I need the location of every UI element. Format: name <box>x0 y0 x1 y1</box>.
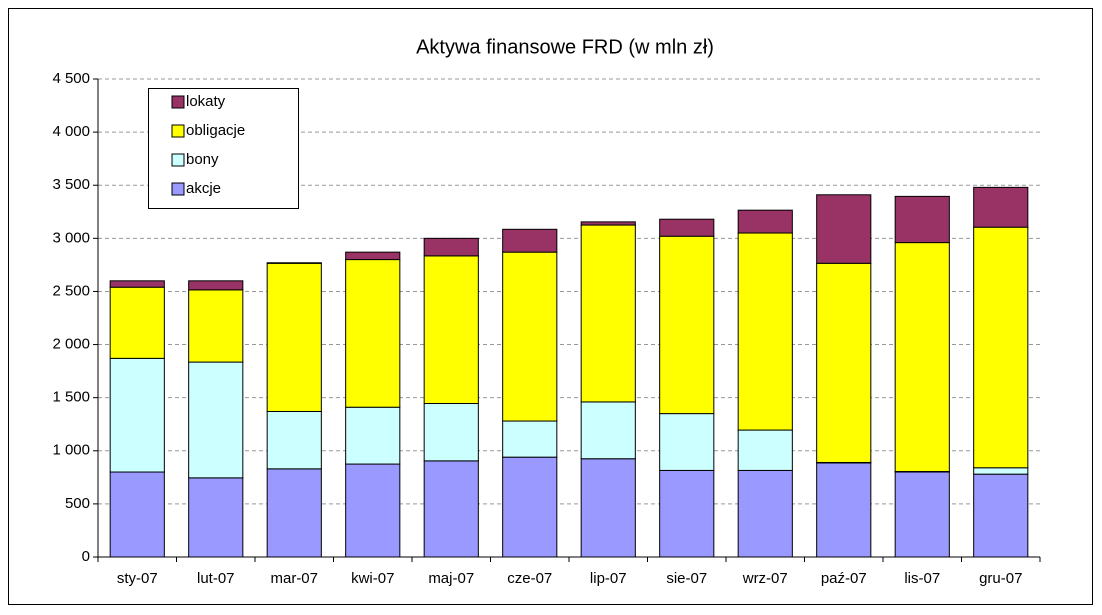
bar-segment <box>659 413 715 471</box>
bar-segment <box>502 228 558 253</box>
bar-segment <box>973 226 1029 469</box>
bar-segment <box>580 458 636 558</box>
bar-segment <box>973 473 1029 558</box>
bar-segment <box>580 221 636 226</box>
bar-segment <box>894 471 950 558</box>
bar-segment <box>580 401 636 460</box>
y-tick-label: 2 000 <box>52 336 90 353</box>
y-tick-label: 500 <box>65 495 90 512</box>
bar-segment <box>894 195 950 244</box>
bar-segment <box>737 429 793 471</box>
y-tick-label: 2 500 <box>52 282 90 299</box>
y-tick-label: 4 500 <box>52 70 90 87</box>
legend-label: lokaty <box>186 93 226 110</box>
bar-segment <box>345 463 401 558</box>
legend-swatch <box>171 153 185 167</box>
bar-segment <box>109 280 165 288</box>
x-tick-label: sty-07 <box>117 570 158 587</box>
bar-segment <box>737 232 793 431</box>
bar-segment <box>266 410 322 470</box>
bar-segment <box>345 251 401 261</box>
bar-segment <box>188 280 244 291</box>
legend-label: bony <box>186 151 219 168</box>
x-tick-label: lut-07 <box>197 570 235 587</box>
x-tick-label: maj-07 <box>428 570 474 587</box>
bar-segment <box>659 218 715 237</box>
legend-label: akcje <box>186 180 221 197</box>
legend-swatch <box>171 124 185 138</box>
bar-segment <box>423 255 479 405</box>
x-tick-label: wrz-07 <box>742 570 788 587</box>
x-tick-label: sie-07 <box>666 570 707 587</box>
legend-swatch <box>171 95 185 109</box>
bar-segment <box>188 289 244 363</box>
bar-segment <box>973 186 1029 228</box>
bar-segment <box>580 224 636 403</box>
bar-segment <box>423 460 479 558</box>
bar-segment <box>816 462 872 558</box>
bar-segment <box>502 420 558 458</box>
bar-segment <box>973 467 1029 475</box>
legend-label: obligacje <box>186 122 245 139</box>
bar-segment <box>345 406 401 465</box>
bar-segment <box>188 361 244 479</box>
x-tick-label: cze-07 <box>507 570 552 587</box>
legend-swatch <box>171 182 185 196</box>
bar-segment <box>266 262 322 412</box>
bar-segment <box>423 403 479 462</box>
x-tick-label: mar-07 <box>270 570 318 587</box>
bar-segment <box>894 242 950 472</box>
x-tick-label: lip-07 <box>590 570 627 587</box>
y-tick-label: 4 000 <box>52 123 90 140</box>
bar-segment <box>266 468 322 558</box>
y-tick-label: 3 000 <box>52 229 90 246</box>
bar-segment <box>109 471 165 558</box>
bar-segment <box>737 469 793 558</box>
bar-segment <box>502 456 558 558</box>
bar-segment <box>345 259 401 408</box>
x-tick-label: lis-07 <box>904 570 940 587</box>
bar-segment <box>266 262 322 264</box>
bar-segment <box>109 357 165 473</box>
bar-segment <box>659 235 715 415</box>
bar-segment <box>659 469 715 558</box>
y-tick-label: 0 <box>82 548 90 565</box>
x-tick-label: kwi-07 <box>351 570 394 587</box>
x-tick-label: paź-07 <box>821 570 867 587</box>
y-tick-label: 1 500 <box>52 389 90 406</box>
bar-segment <box>423 237 479 257</box>
bar-segment <box>502 251 558 422</box>
x-tick-label: gru-07 <box>979 570 1022 587</box>
bar-segment <box>816 262 872 463</box>
bar-segment <box>188 477 244 558</box>
bar-segment <box>109 286 165 359</box>
y-tick-label: 1 000 <box>52 442 90 459</box>
bar-segment <box>816 194 872 264</box>
y-tick-label: 3 500 <box>52 176 90 193</box>
chart-title: Aktywa finansowe FRD (w mln zł) <box>416 36 714 58</box>
bar-segment <box>737 209 793 234</box>
